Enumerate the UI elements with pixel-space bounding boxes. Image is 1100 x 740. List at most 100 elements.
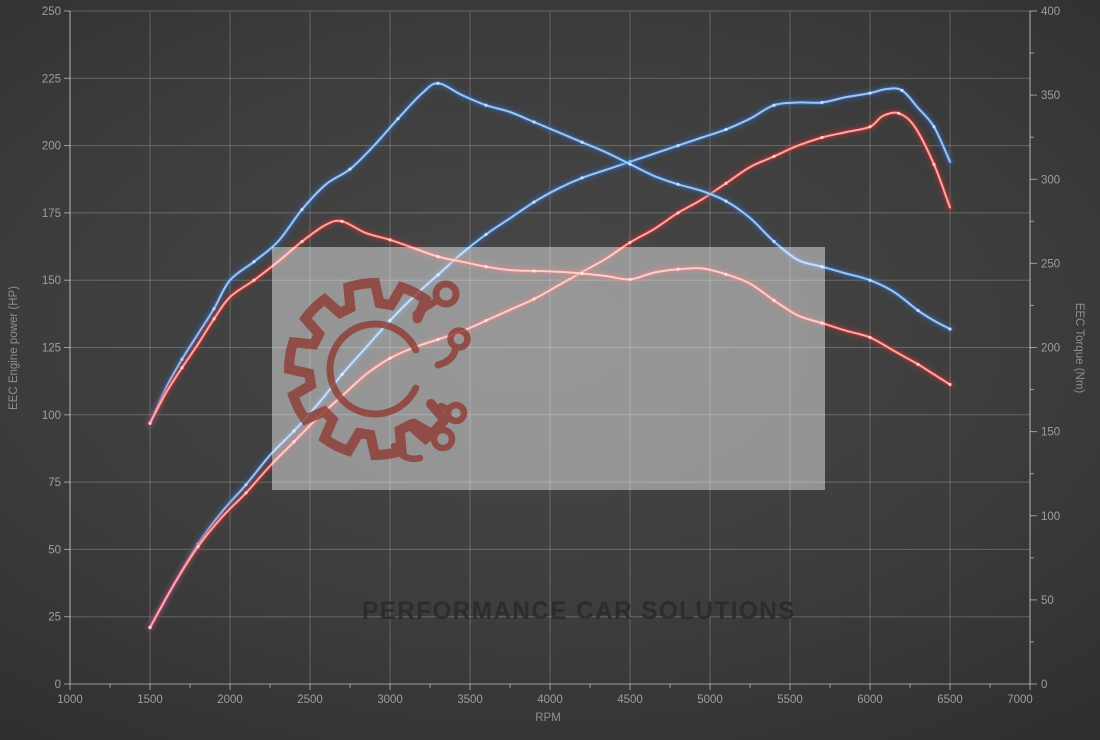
left-tick-label: 175 [42, 208, 61, 220]
left-tick-label: 200 [42, 141, 61, 153]
torque-red-point-marker [628, 277, 632, 281]
x-tick-label: 4500 [617, 694, 643, 706]
power-red-point-marker [820, 135, 824, 140]
left-tick-label: 75 [48, 477, 61, 489]
power-red-point-marker [148, 625, 152, 630]
torque-blue-point-marker [820, 265, 824, 269]
torque-blue-point-marker [396, 117, 400, 121]
left-tick-label: 0 [55, 679, 61, 691]
torque-red-point-marker [532, 269, 536, 273]
torque-blue-point-marker [436, 81, 440, 85]
power-red-point-marker [196, 545, 200, 549]
left-axis-title: EEC Engine power (HP) [8, 286, 20, 410]
x-tick-label: 1500 [137, 694, 163, 706]
power-blue-point-marker [580, 176, 584, 180]
right-tick-label: 50 [1041, 595, 1054, 607]
left-tick-label: 250 [42, 6, 61, 18]
power-red-point-marker [484, 318, 488, 323]
power-blue-line [149, 87, 951, 629]
curve-layer [144, 77, 956, 633]
torque-blue-point-marker [180, 357, 184, 361]
watermark-text: PERFORMANCE CAR SOLUTIONS [362, 597, 796, 625]
gear-inner-ring [326, 320, 420, 418]
x-axis-title: RPM [535, 712, 561, 724]
x-tick-label: 5000 [697, 694, 723, 706]
power-blue-point-marker [900, 88, 904, 93]
power-blue-point-marker [292, 429, 296, 433]
torque-red-point-marker [300, 239, 304, 244]
torque-red-point-marker [948, 382, 952, 387]
x-tick-label: 6500 [937, 694, 963, 706]
torque-blue-point-marker [532, 120, 536, 124]
torque-red-point-marker [148, 421, 152, 425]
power-blue-point-marker [932, 125, 936, 129]
power-blue-point-marker [532, 200, 536, 204]
right-tick-label: 400 [1041, 6, 1060, 18]
power-blue-point-marker [244, 483, 248, 487]
x-tick-label: 3000 [377, 694, 403, 706]
left-tick-label: 225 [42, 73, 61, 85]
x-tick-label: 1000 [57, 694, 83, 706]
circuit-node-top [432, 280, 460, 308]
power-red-point-marker [532, 297, 536, 301]
circuit-trace-bottom [410, 418, 437, 437]
left-tick-label: 125 [42, 343, 61, 355]
left-tick-label: 25 [48, 612, 61, 624]
left-tick-label: 150 [42, 275, 61, 287]
x-tick-label: 2500 [297, 694, 323, 706]
power-blue-point-marker [628, 160, 632, 164]
torque-blue-point-marker [300, 207, 304, 212]
x-tick-label: 6000 [857, 694, 883, 706]
power-blue-point-marker [388, 318, 392, 323]
right-tick-label: 150 [1041, 427, 1060, 439]
circuit-node-bottom2 [444, 401, 468, 425]
power-blue-point-marker [340, 372, 344, 377]
torque-red-point-marker [436, 255, 440, 259]
torque-red-point-marker [868, 335, 872, 340]
power-red-point-marker [772, 154, 776, 158]
power-red-point-marker [932, 162, 936, 167]
power-blue-point-marker [772, 103, 776, 107]
torque-blue-point-marker [948, 327, 952, 331]
gear-circuit-logo-icon [283, 277, 471, 462]
circuit-node-bottom [430, 426, 456, 452]
torque-red-point-marker [820, 321, 824, 325]
x-tick-label: 2000 [217, 694, 243, 706]
torque-blue-point-marker [868, 278, 872, 282]
torque-blue-point-marker [772, 239, 776, 244]
right-tick-label: 250 [1041, 258, 1060, 270]
torque-red-point-marker [212, 317, 216, 321]
power-blue-point-marker [436, 273, 440, 277]
right-tick-label: 100 [1041, 511, 1060, 523]
right-tick-label: 300 [1041, 174, 1060, 186]
power-blue-point-marker [820, 100, 824, 105]
x-tick-label: 3500 [457, 694, 483, 706]
right-axis-title: EEC Torque (Nm) [1073, 303, 1085, 394]
torque-blue-point-marker [484, 103, 488, 107]
torque-red-point-marker [772, 298, 776, 302]
power-red-point-marker [676, 211, 680, 215]
power-red-point-marker [292, 440, 296, 444]
power-blue-point-marker [676, 144, 680, 148]
torque-blue-point-marker [724, 199, 728, 203]
left-tick-label: 100 [42, 410, 61, 422]
power-red-point-marker [628, 240, 632, 245]
x-tick-label: 4000 [537, 694, 563, 706]
torque-blue-point-marker [580, 140, 584, 144]
torque-red-point-marker [484, 265, 488, 269]
x-tick-label: 7000 [1007, 694, 1033, 706]
circuit-trace-top [412, 297, 440, 318]
watermark: PERFORMANCE CAR SOLUTIONS [272, 247, 825, 625]
power-blue-point-marker [724, 127, 728, 132]
curve-power-red [144, 107, 956, 633]
torque-red-point-marker [180, 366, 184, 370]
power-blue-point-marker [484, 232, 488, 237]
circuit-node-mid [447, 327, 471, 351]
power-red-point-marker [244, 491, 248, 495]
curve-power-blue [144, 82, 956, 633]
logo-tail-curl [390, 442, 424, 462]
torque-blue-point-marker [676, 182, 680, 186]
torque-blue-point-marker [252, 260, 256, 264]
right-tick-label: 0 [1041, 679, 1047, 691]
